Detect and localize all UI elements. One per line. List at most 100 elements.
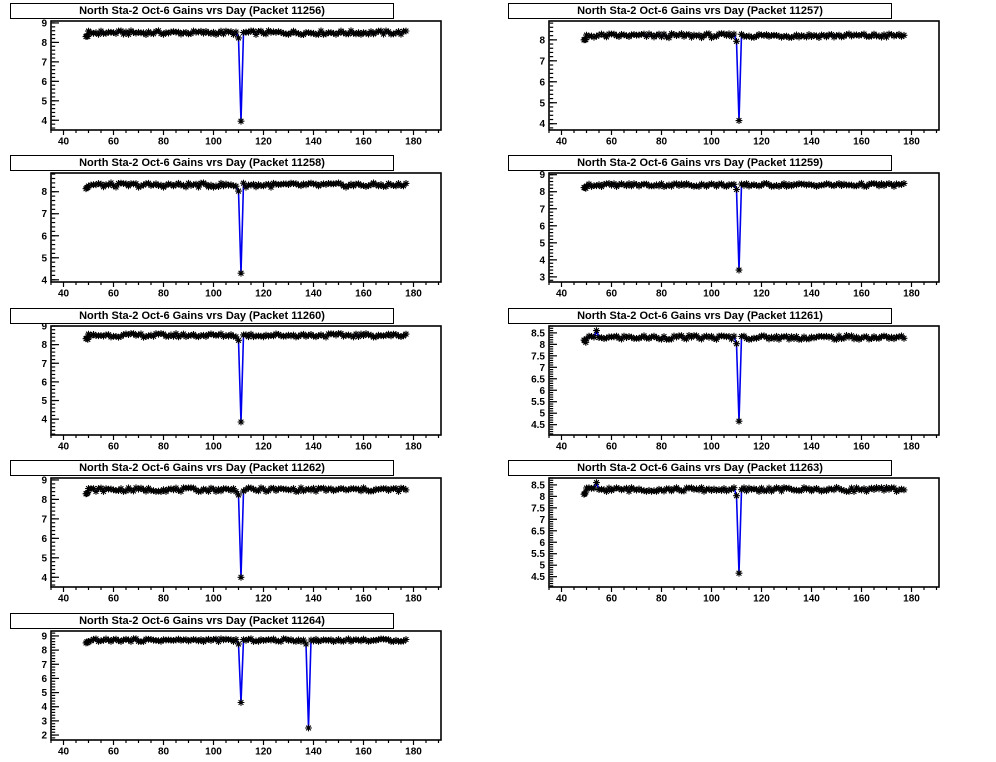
y-tick-label: 6	[539, 77, 545, 88]
plot-frame	[50, 20, 442, 131]
x-tick-label: 100	[205, 137, 222, 148]
y-tick-label: 7.5	[531, 351, 545, 362]
x-tick-label: 100	[703, 442, 720, 453]
chart-title: North Sta-2 Oct-6 Gains vrs Day (Packet …	[577, 462, 823, 474]
x-axis-ticks	[50, 740, 440, 745]
x-tick-label: 140	[305, 442, 322, 453]
y-tick-label: 4	[539, 255, 545, 266]
x-tick-label: 140	[803, 289, 820, 300]
y-tick-label: 4	[41, 702, 47, 713]
x-tick-label: 40	[556, 594, 568, 605]
chart-title: North Sta-2 Oct-6 Gains vrs Day (Packet …	[79, 462, 325, 474]
data-markers	[580, 30, 908, 124]
x-tick-label: 80	[656, 594, 668, 605]
plot-svg-11260: 4 5 6 7 8 9 40 60 80 100 120 140 160 180	[41, 322, 442, 453]
x-tick-label: 60	[108, 442, 120, 453]
x-tick-label: 140	[305, 137, 322, 148]
x-tick-label: 160	[355, 747, 372, 758]
x-tick-label: 40	[58, 747, 70, 758]
plot-svg-11259: 3 4 5 6 7 8 9 40 60 80 100 120 140 160 180	[539, 170, 940, 300]
y-tick-label: 5	[41, 553, 47, 564]
x-tick-label: 80	[158, 442, 170, 453]
x-tick-label: 180	[405, 442, 422, 453]
chart-panel-11258: 4 5 6 7 8 40 60 80 100 120 140 160 180 North Sta-2 Oc…	[0, 152, 498, 304]
x-axis-ticks	[50, 130, 440, 135]
y-tick-label: 8	[41, 340, 47, 351]
y-tick-label: 4	[41, 116, 47, 127]
plot-svg-11263: 4.555.566.577.588.5 40 60 80 100 120 140 160 180	[531, 477, 940, 605]
y-tick-label: 6	[41, 77, 47, 88]
y-tick-label: 9	[41, 18, 47, 29]
y-axis-ticks	[51, 173, 59, 281]
chart-title-box: North Sta-2 Oct-6 Gains vrs Day (Packet …	[10, 155, 394, 171]
x-axis-ticks	[548, 587, 938, 592]
y-tick-label: 8	[41, 495, 47, 506]
x-tick-label: 80	[158, 594, 170, 605]
x-tick-label: 160	[355, 442, 372, 453]
y-tick-label: 2	[41, 731, 47, 742]
y-tick-label: 4.5	[531, 420, 545, 431]
x-tick-label: 60	[108, 137, 120, 148]
chart-title-box: North Sta-2 Oct-6 Gains vrs Day (Packet …	[508, 155, 892, 171]
x-axis-ticks	[50, 282, 440, 287]
x-tick-label: 60	[108, 747, 120, 758]
y-axis-ticks	[549, 22, 557, 129]
x-tick-label: 80	[158, 137, 170, 148]
x-tick-label: 100	[703, 594, 720, 605]
x-tick-label: 120	[255, 747, 272, 758]
y-axis-ticks	[549, 174, 557, 281]
x-tick-label: 100	[703, 289, 720, 300]
x-tick-label: 80	[158, 747, 170, 758]
chart-title: North Sta-2 Oct-6 Gains vrs Day (Packet …	[79, 310, 325, 322]
y-tick-label: 6.5	[531, 374, 545, 385]
plot-svg-11264: 2 3 4 5 6 7 8 9 40 60 80 100 120 140 160 180	[41, 630, 442, 758]
plot-svg-11261: 4.555.566.577.588.5 40 60 80 100 120 140 160 180	[531, 325, 940, 453]
plot-frame	[50, 630, 442, 741]
x-tick-label: 180	[405, 594, 422, 605]
data-markers	[82, 484, 410, 581]
chart-title-box: North Sta-2 Oct-6 Gains vrs Day (Packet …	[508, 460, 892, 476]
y-tick-label: 6	[539, 221, 545, 232]
data-markers	[82, 330, 410, 426]
x-axis-ticks	[50, 587, 440, 592]
x-tick-label: 100	[205, 747, 222, 758]
y-tick-label: 7	[41, 57, 47, 68]
x-tick-label: 180	[405, 289, 422, 300]
x-tick-label: 120	[753, 137, 770, 148]
x-tick-label: 60	[108, 289, 120, 300]
y-tick-label: 6	[41, 231, 47, 242]
x-tick-label: 180	[903, 289, 920, 300]
y-tick-label: 6	[41, 377, 47, 388]
y-tick-label: 7.5	[531, 503, 545, 514]
plot-frame	[50, 477, 442, 588]
x-tick-label: 180	[405, 747, 422, 758]
chart-panel-11264: 2 3 4 5 6 7 8 9 40 60 80 100 120 140 160 180 North Sta-2…	[0, 610, 498, 762]
y-tick-label: 9	[41, 322, 47, 333]
chart-title: North Sta-2 Oct-6 Gains vrs Day (Packet …	[577, 157, 823, 169]
x-tick-label: 160	[853, 594, 870, 605]
chart-title-box: North Sta-2 Oct-6 Gains vrs Day (Packet …	[508, 3, 892, 19]
x-tick-label: 160	[853, 137, 870, 148]
x-tick-label: 180	[903, 442, 920, 453]
y-axis-ticks	[51, 22, 59, 129]
x-tick-label: 120	[753, 442, 770, 453]
y-tick-label: 8	[539, 340, 545, 351]
y-tick-label: 6	[539, 538, 545, 549]
chart-title: North Sta-2 Oct-6 Gains vrs Day (Packet …	[79, 615, 325, 627]
x-tick-label: 160	[355, 289, 372, 300]
y-tick-label: 4	[41, 573, 47, 584]
y-tick-label: 7	[539, 515, 545, 526]
y-tick-label: 5	[41, 688, 47, 699]
y-axis-ticks	[549, 477, 557, 587]
x-tick-label: 140	[305, 289, 322, 300]
y-tick-label: 5	[41, 396, 47, 407]
y-tick-label: 8.5	[531, 328, 545, 339]
chart-title-box: North Sta-2 Oct-6 Gains vrs Day (Packet …	[10, 460, 394, 476]
y-tick-label: 8	[539, 492, 545, 503]
chart-panel-11257: 4 5 6 7 8 40 60 80 100 120 140 160 180 North Sta-2 Oc…	[498, 0, 996, 152]
chart-panel-11263: 4.5 5 5.5 6 6.5 7 7.5 8 8.5 40 60 80 100 120 140 160 180…	[498, 457, 996, 609]
y-axis-ticks	[51, 479, 59, 586]
x-tick-label: 60	[606, 594, 618, 605]
chart-title-box: North Sta-2 Oct-6 Gains vrs Day (Packet …	[508, 308, 892, 324]
chart-panel-11262: 4 5 6 7 8 9 40 60 80 100 120 140 160 180 North Sta-2 O…	[0, 457, 498, 609]
